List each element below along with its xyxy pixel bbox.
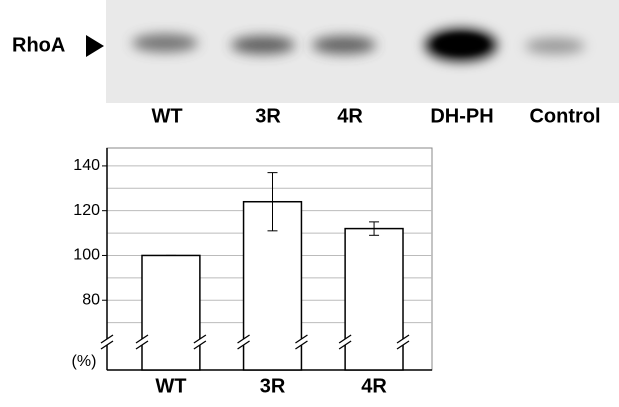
lane-label: Control bbox=[529, 105, 600, 127]
bar bbox=[142, 255, 200, 370]
x-tick-label: 4R bbox=[361, 375, 387, 397]
figure: RhoA WT 3R 4R DH-PH Control (%) 80 100 120… bbox=[0, 0, 619, 402]
y-tick-label: 120 bbox=[73, 202, 100, 219]
lane-label: 3R bbox=[255, 105, 281, 127]
x-tick-label: WT bbox=[155, 375, 186, 397]
lane-label: 4R bbox=[337, 105, 363, 127]
marker-arrow bbox=[86, 35, 104, 57]
y-tick-label: 100 bbox=[73, 247, 100, 264]
x-tick-label: 3R bbox=[260, 375, 286, 397]
blot-image bbox=[106, 0, 619, 103]
blot-marker: RhoA bbox=[12, 34, 65, 56]
y-tick-label: 140 bbox=[73, 157, 100, 174]
lane-label: WT bbox=[151, 105, 182, 127]
lane-label: DH-PH bbox=[430, 105, 493, 127]
y-axis-label: (%) bbox=[72, 353, 97, 370]
bar bbox=[345, 229, 403, 370]
y-tick-label: 80 bbox=[82, 291, 100, 308]
